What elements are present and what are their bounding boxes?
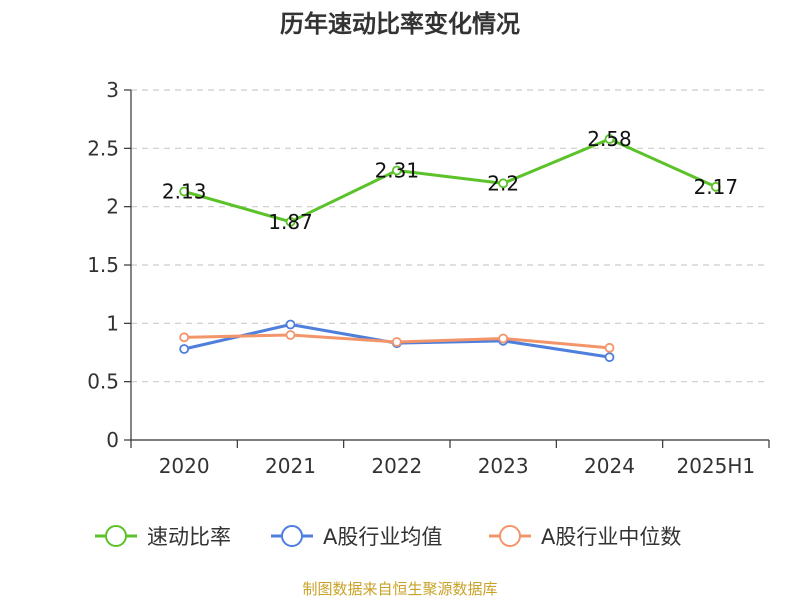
y-tick-label: 0.5: [87, 370, 119, 394]
data-labels: 2.13 1.87 2.31 2.2 2.58 2.17: [162, 127, 738, 234]
legend-marker-icon: [105, 525, 127, 547]
data-label: 2.2: [487, 171, 519, 195]
x-tick-label: 2025H1: [676, 454, 755, 478]
data-point[interactable]: [604, 352, 615, 363]
data-point[interactable]: [604, 342, 615, 353]
legend-label: 速动比率: [147, 525, 231, 549]
y-tick-label: 3: [106, 78, 119, 102]
y-tick-label: 1.5: [87, 253, 119, 277]
data-point[interactable]: [391, 165, 402, 176]
data-point[interactable]: [604, 134, 615, 144]
legend-item-1[interactable]: A股行业均值: [271, 525, 442, 549]
source-note: 制图数据来自恒生聚源数据库: [302, 580, 497, 598]
data-point[interactable]: [285, 319, 296, 330]
legend-marker-icon: [499, 525, 521, 547]
legend-label: A股行业均值: [323, 525, 442, 549]
data-point[interactable]: [391, 337, 402, 347]
data-label: 1.87: [268, 210, 313, 234]
grid: [131, 89, 769, 383]
data-point[interactable]: [498, 333, 509, 344]
data-label: 2.13: [162, 180, 207, 204]
legend[interactable]: 速动比率 A股行业均值 A股行业中位数: [95, 525, 681, 549]
data-point[interactable]: [498, 178, 509, 189]
legend-item-0[interactable]: 速动比率: [95, 525, 231, 549]
x-tick-label: 2021: [265, 454, 316, 478]
x-tick-label: 2024: [584, 454, 635, 478]
data-point[interactable]: [179, 344, 190, 354]
data-label: 2.58: [587, 127, 632, 151]
data-point[interactable]: [285, 216, 296, 227]
data-point[interactable]: [179, 186, 190, 197]
legend-item-2[interactable]: A股行业中位数: [489, 525, 681, 549]
y-tick-label: 2: [106, 195, 119, 219]
x-tick-label: 2022: [371, 454, 422, 478]
x-tick-label: 2023: [478, 454, 529, 478]
chart-title: 历年速动比率变化情况: [280, 10, 520, 38]
y-tick-label: 0: [106, 428, 119, 452]
data-point[interactable]: [710, 181, 721, 192]
data-point[interactable]: [285, 330, 296, 340]
data-point[interactable]: [179, 332, 190, 343]
legend-label: A股行业中位数: [541, 525, 681, 549]
y-tick-label: 1: [106, 311, 119, 335]
x-tick-label: 2020: [159, 454, 210, 478]
axes: 0 0.5 1 1.5 2 2.5 3 2020 2021 2022 2023 2024 2025H1: [87, 78, 770, 478]
series-line-0: [183, 137, 717, 224]
data-label: 2.31: [375, 159, 420, 183]
legend-marker-icon: [281, 525, 303, 547]
data-label: 2.17: [694, 175, 739, 199]
y-tick-label: 2.5: [87, 136, 119, 160]
series-layer: [179, 134, 721, 363]
